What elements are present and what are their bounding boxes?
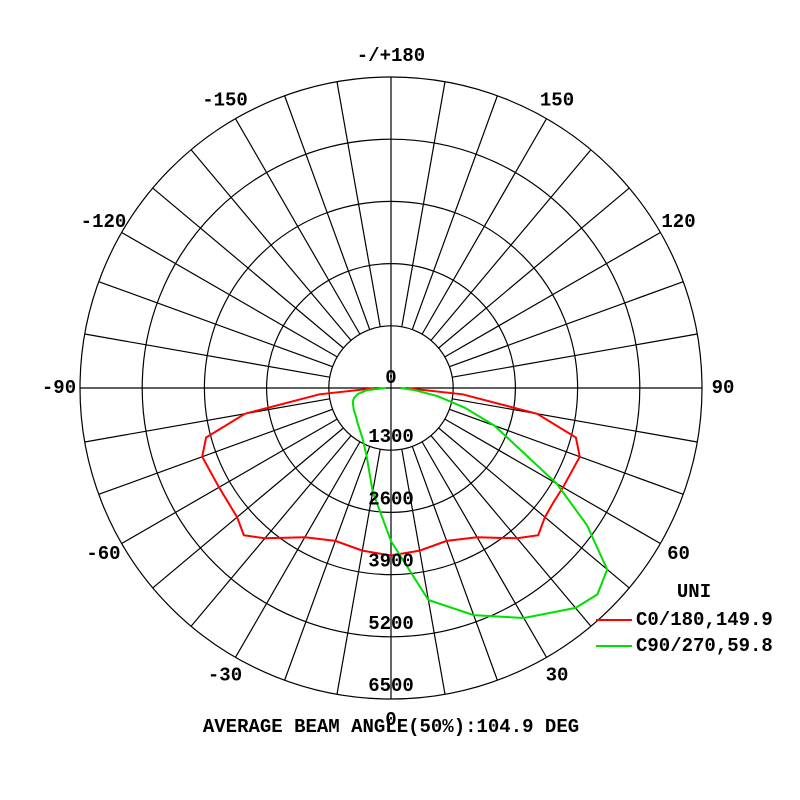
spoke [152, 187, 344, 349]
spoke [234, 118, 361, 335]
spoke [84, 398, 330, 443]
spoke [284, 95, 371, 330]
spoke [234, 441, 361, 658]
series-line [201, 387, 581, 557]
series-line [351, 387, 609, 620]
spoke [411, 95, 498, 330]
spoke [449, 281, 684, 368]
spoke [284, 446, 371, 681]
theta-tick-label: 90 [712, 377, 735, 399]
spoke [401, 81, 446, 327]
spoke [444, 418, 661, 545]
spoke [84, 333, 330, 378]
r-tick-label: 2600 [368, 488, 414, 510]
theta-tick-label: -60 [86, 543, 120, 565]
spoke [421, 118, 548, 335]
spoke [152, 427, 344, 589]
theta-tick-label: -30 [208, 665, 242, 687]
spoke [121, 231, 338, 358]
spoke [438, 187, 630, 349]
spoke [452, 398, 698, 443]
theta-tick-label: 150 [540, 89, 574, 111]
theta-tick-label: 30 [546, 665, 569, 687]
spoke [444, 231, 661, 358]
spoke [449, 408, 684, 495]
spoke [411, 446, 498, 681]
spoke [430, 149, 592, 341]
spoke [98, 408, 333, 495]
spoke [401, 449, 446, 695]
theta-tick-label: -150 [202, 89, 248, 111]
legend-label: C0/180,149.9 [636, 609, 773, 631]
theta-tick-label: 120 [661, 211, 695, 233]
theta-tick-label: 60 [667, 543, 690, 565]
r-tick-label: 0 [385, 367, 396, 389]
spoke [438, 427, 630, 589]
theta-tick-label: 0 [385, 709, 396, 731]
r-tick-label: 5200 [368, 613, 414, 635]
legend-label: C90/270,59.8 [636, 635, 773, 657]
spoke [336, 81, 381, 327]
theta-tick-label: -/+180 [357, 45, 425, 67]
theta-tick-label: -120 [81, 211, 127, 233]
spoke [430, 435, 592, 627]
r-tick-label: 3900 [368, 551, 414, 573]
spoke [421, 441, 548, 658]
theta-tick-label: -90 [42, 377, 76, 399]
spoke [452, 333, 698, 378]
spoke [121, 418, 338, 545]
chart-title: AVERAGE BEAM ANGLE(50%):104.9 DEG [203, 716, 579, 738]
spoke [190, 435, 352, 627]
legend-title: UNI [677, 581, 711, 603]
r-tick-label: 6500 [368, 675, 414, 697]
spoke [98, 281, 333, 368]
r-tick-label: 1300 [368, 426, 414, 448]
spoke [190, 149, 352, 341]
